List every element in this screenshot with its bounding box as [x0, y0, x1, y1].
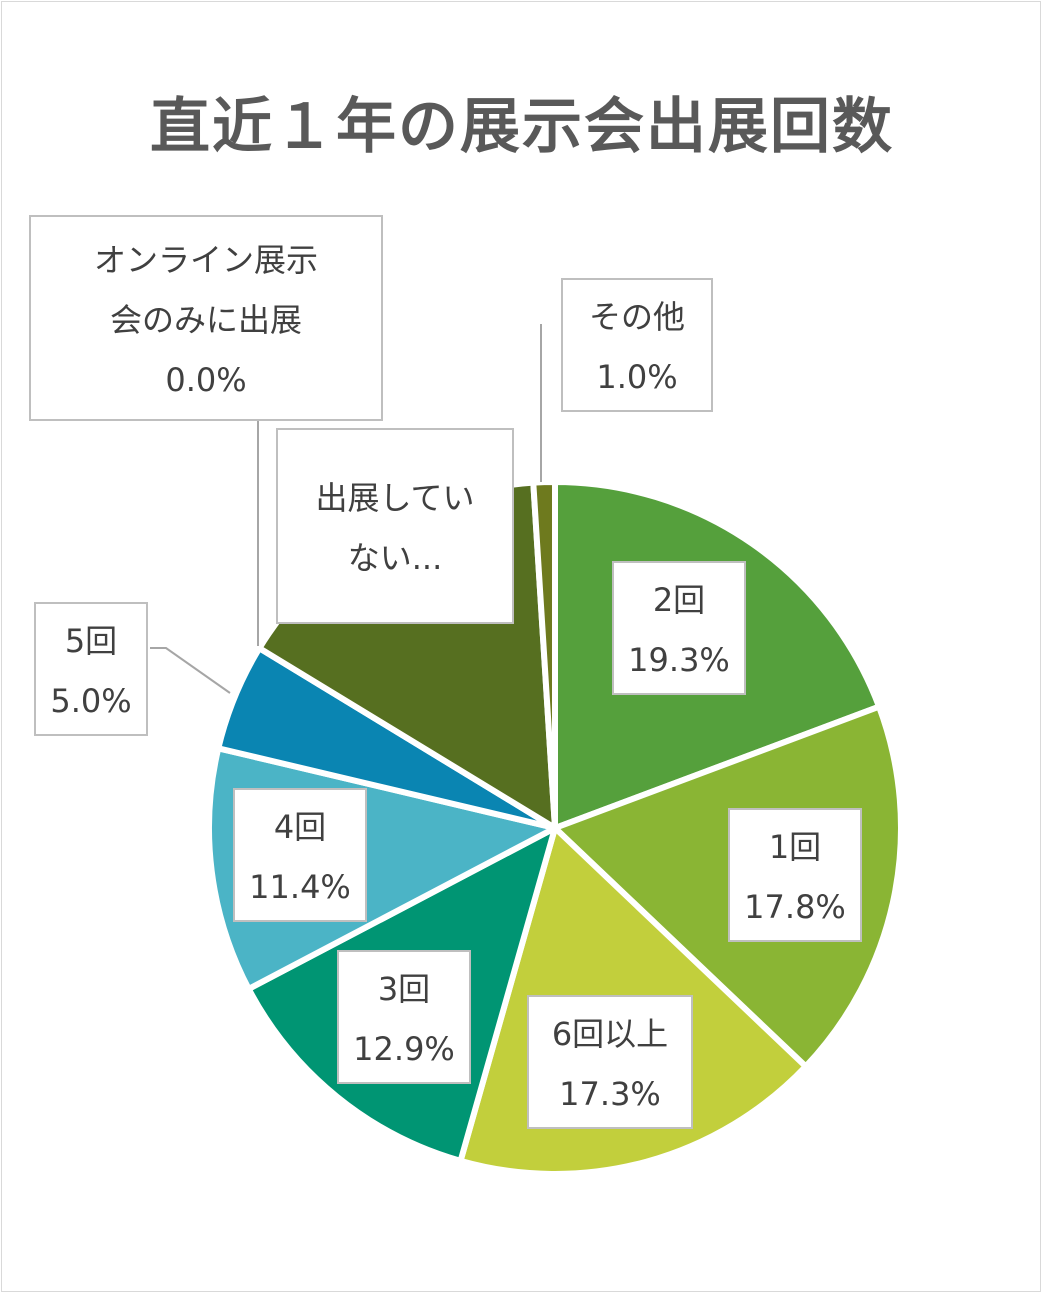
data-label-line: 17.3% — [559, 1075, 661, 1113]
data-label-line: 17.8% — [744, 888, 846, 926]
data-label-1: 2回 19.3% — [612, 561, 746, 695]
chart-title: 直近１年の展示会出展回数 — [150, 92, 894, 162]
data-label-line: オンライン展示 — [93, 241, 318, 279]
data-label-line: 出展してい — [315, 479, 475, 517]
data-label-line: 4回 — [273, 808, 327, 846]
data-label-line: 6回以上 — [551, 1015, 669, 1053]
data-label-line: 1回 — [768, 828, 822, 866]
data-label-5: 4回 11.4% — [233, 788, 367, 922]
data-label-line: 19.3% — [628, 641, 730, 679]
data-label-line: 11.4% — [249, 868, 351, 906]
data-label-line: 12.9% — [353, 1030, 455, 1068]
data-label-6: 5回 5.0% — [34, 602, 148, 736]
pie-slice-2 — [552, 703, 904, 1070]
data-label-9: その他 1.0% — [561, 278, 713, 412]
data-label-line: 5回 — [64, 622, 118, 660]
data-label-line: 3回 — [377, 970, 431, 1008]
leader-line-1 — [150, 647, 231, 694]
data-label-7: オンライン展示 会のみに出展 0.0% — [29, 215, 383, 421]
data-label-line: その他 — [588, 298, 685, 336]
data-label-8: 出展していない... — [276, 428, 514, 624]
data-label-2: 1回 17.8% — [728, 808, 862, 942]
data-label-line: 0.0% — [165, 361, 247, 399]
data-label-line: 1.0% — [596, 358, 678, 396]
data-label-line: 5.0% — [50, 682, 132, 720]
pie-slice-9 — [530, 479, 558, 831]
data-label-line: ない... — [347, 539, 443, 577]
data-label-line: 2回 — [652, 581, 706, 619]
data-label-4: 3回 12.9% — [337, 950, 471, 1084]
data-label-line: 会のみに出展 — [109, 301, 302, 339]
data-label-3: 6回以上 17.3% — [527, 995, 693, 1129]
